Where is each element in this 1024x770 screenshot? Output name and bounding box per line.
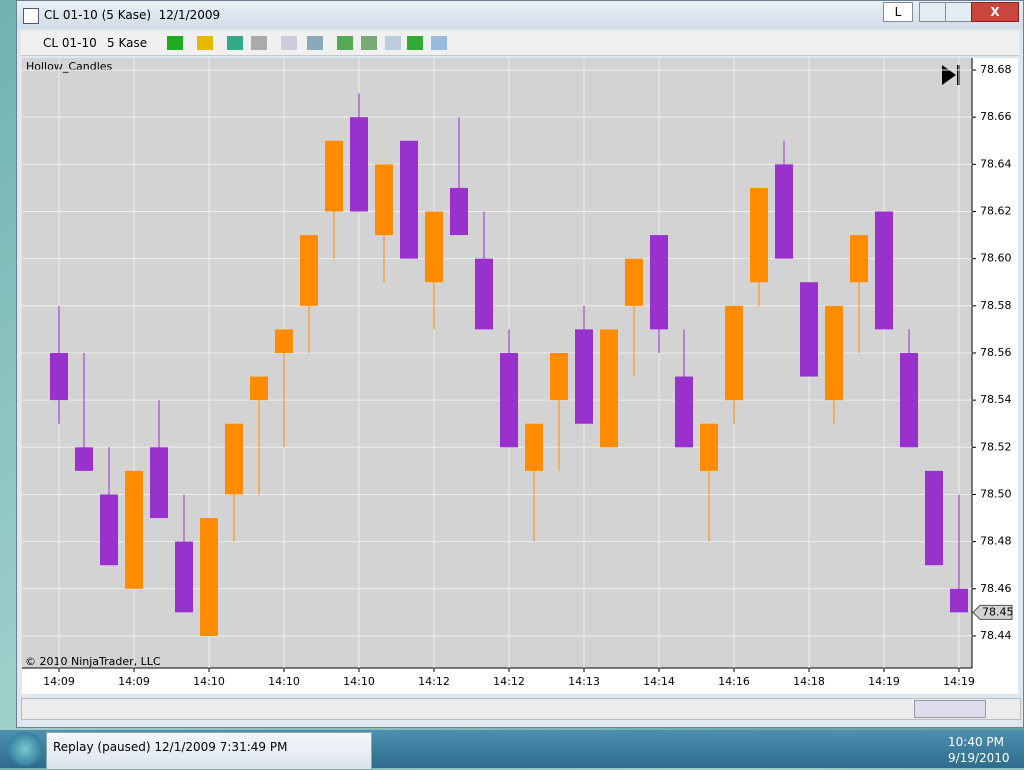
- title-bar: CL 01-10 (5 Kase) 12/1/2009 L X: [17, 1, 1023, 29]
- candle-body: [525, 423, 543, 471]
- y-tick-label: 78.64: [980, 157, 1012, 170]
- draw-tool-button[interactable]: [197, 36, 213, 50]
- candle-body: [475, 258, 493, 330]
- candle-body: [725, 305, 743, 401]
- y-tick-label: 78.52: [980, 440, 1012, 453]
- last-price-marker: [972, 604, 1013, 620]
- candle-body: [50, 352, 68, 401]
- app-icon: [23, 8, 39, 24]
- candle-body: [800, 282, 818, 377]
- x-tick-label: 14:19: [868, 675, 900, 688]
- properties-button[interactable]: [431, 36, 447, 50]
- x-tick-label: 14:09: [118, 675, 150, 688]
- y-tick-label: 78.58: [980, 299, 1012, 312]
- candle-body: [950, 588, 968, 613]
- x-tick-label: 14:18: [793, 675, 825, 688]
- candle-body: [300, 235, 318, 306]
- candle-body: [925, 470, 943, 566]
- period-selector[interactable]: 5 Kase: [107, 36, 148, 50]
- window-title: CL 01-10 (5 Kase) 12/1/2009: [44, 8, 221, 22]
- x-tick-label: 14:13: [568, 675, 600, 688]
- candle-body: [500, 352, 518, 448]
- x-axis-area: [22, 668, 972, 694]
- data-box-button[interactable]: [307, 36, 323, 50]
- x-tick-label: 14:10: [343, 675, 375, 688]
- candle-body: [175, 541, 193, 613]
- candle-body: [150, 447, 168, 519]
- candle-body: [675, 376, 693, 448]
- copyright: © 2010 NinjaTrader, LLC: [25, 655, 161, 668]
- last-price-label: 78.45: [982, 605, 1014, 618]
- strategies-button[interactable]: [361, 36, 377, 50]
- candle-body: [625, 258, 643, 306]
- x-tick-label: 14:10: [193, 675, 225, 688]
- candle-body: [825, 305, 843, 401]
- candle-body: [125, 470, 143, 589]
- candle-body: [550, 352, 568, 401]
- candle-body: [900, 352, 918, 448]
- candle-body: [850, 235, 868, 283]
- task-button[interactable]: Replay (paused) 12/1/2009 7:31:49 PM: [46, 732, 372, 770]
- pointer-button[interactable]: [281, 36, 297, 50]
- y-tick-label: 78.68: [980, 63, 1012, 76]
- zoom-out-button[interactable]: [251, 36, 267, 50]
- candle-body: [775, 164, 793, 259]
- toolbar: CL 01-10 5 Kase: [21, 31, 1019, 56]
- scroll-thumb[interactable]: [914, 700, 986, 718]
- x-tick-label: 14:09: [43, 675, 75, 688]
- candle-body: [350, 117, 368, 212]
- candle-body: [100, 494, 118, 566]
- candle-body: [750, 187, 768, 283]
- x-tick-label: 14:14: [643, 675, 675, 688]
- indicators-button[interactable]: [337, 36, 353, 50]
- y-tick-label: 78.56: [980, 346, 1012, 359]
- candle-body: [325, 140, 343, 212]
- candle-body: [450, 187, 468, 236]
- y-tick-label: 78.46: [980, 582, 1012, 595]
- candle-body: [225, 423, 243, 495]
- chart-style-button[interactable]: [167, 36, 183, 50]
- candle-body: [400, 140, 418, 259]
- y-tick-label: 78.66: [980, 110, 1012, 123]
- start-button[interactable]: [8, 732, 42, 766]
- instrument-selector[interactable]: CL 01-10: [43, 36, 97, 50]
- x-tick-label: 14:12: [418, 675, 450, 688]
- y-tick-label: 78.62: [980, 205, 1012, 218]
- candle-body: [650, 235, 668, 330]
- y-tick-label: 78.54: [980, 393, 1012, 406]
- candle-body: [200, 518, 218, 636]
- clock-date: 9/19/2010: [948, 751, 1010, 765]
- link-button[interactable]: L: [883, 2, 913, 22]
- y-tick-label: 78.48: [980, 535, 1012, 548]
- candle-body: [575, 329, 593, 424]
- y-tick-label: 78.44: [980, 629, 1012, 642]
- candle-body: [375, 164, 393, 236]
- candle-body: [875, 211, 893, 330]
- scrollbar[interactable]: [21, 698, 1021, 720]
- x-tick-label: 14:16: [718, 675, 750, 688]
- candle-body: [75, 447, 93, 471]
- x-tick-label: 14:19: [943, 675, 975, 688]
- candle-body: [600, 329, 618, 448]
- analyzer-button[interactable]: [385, 36, 401, 50]
- candle-body: [425, 211, 443, 283]
- candle-body: [250, 376, 268, 401]
- zoom-in-button[interactable]: [227, 36, 243, 50]
- x-tick-label: 14:12: [493, 675, 525, 688]
- chart-title: Hollow_Candles: [26, 60, 113, 73]
- y-axis-area: [972, 58, 1018, 694]
- orders-button[interactable]: [407, 36, 423, 50]
- y-tick-label: 78.50: [980, 487, 1012, 500]
- clock-time: 10:40 PM: [948, 735, 1004, 749]
- y-tick-label: 78.60: [980, 252, 1012, 265]
- close-button[interactable]: X: [971, 2, 1019, 22]
- candle-body: [275, 329, 293, 353]
- x-tick-label: 14:10: [268, 675, 300, 688]
- task-label: Replay (paused) 12/1/2009 7:31:49 PM: [53, 740, 288, 754]
- candle-body: [700, 423, 718, 471]
